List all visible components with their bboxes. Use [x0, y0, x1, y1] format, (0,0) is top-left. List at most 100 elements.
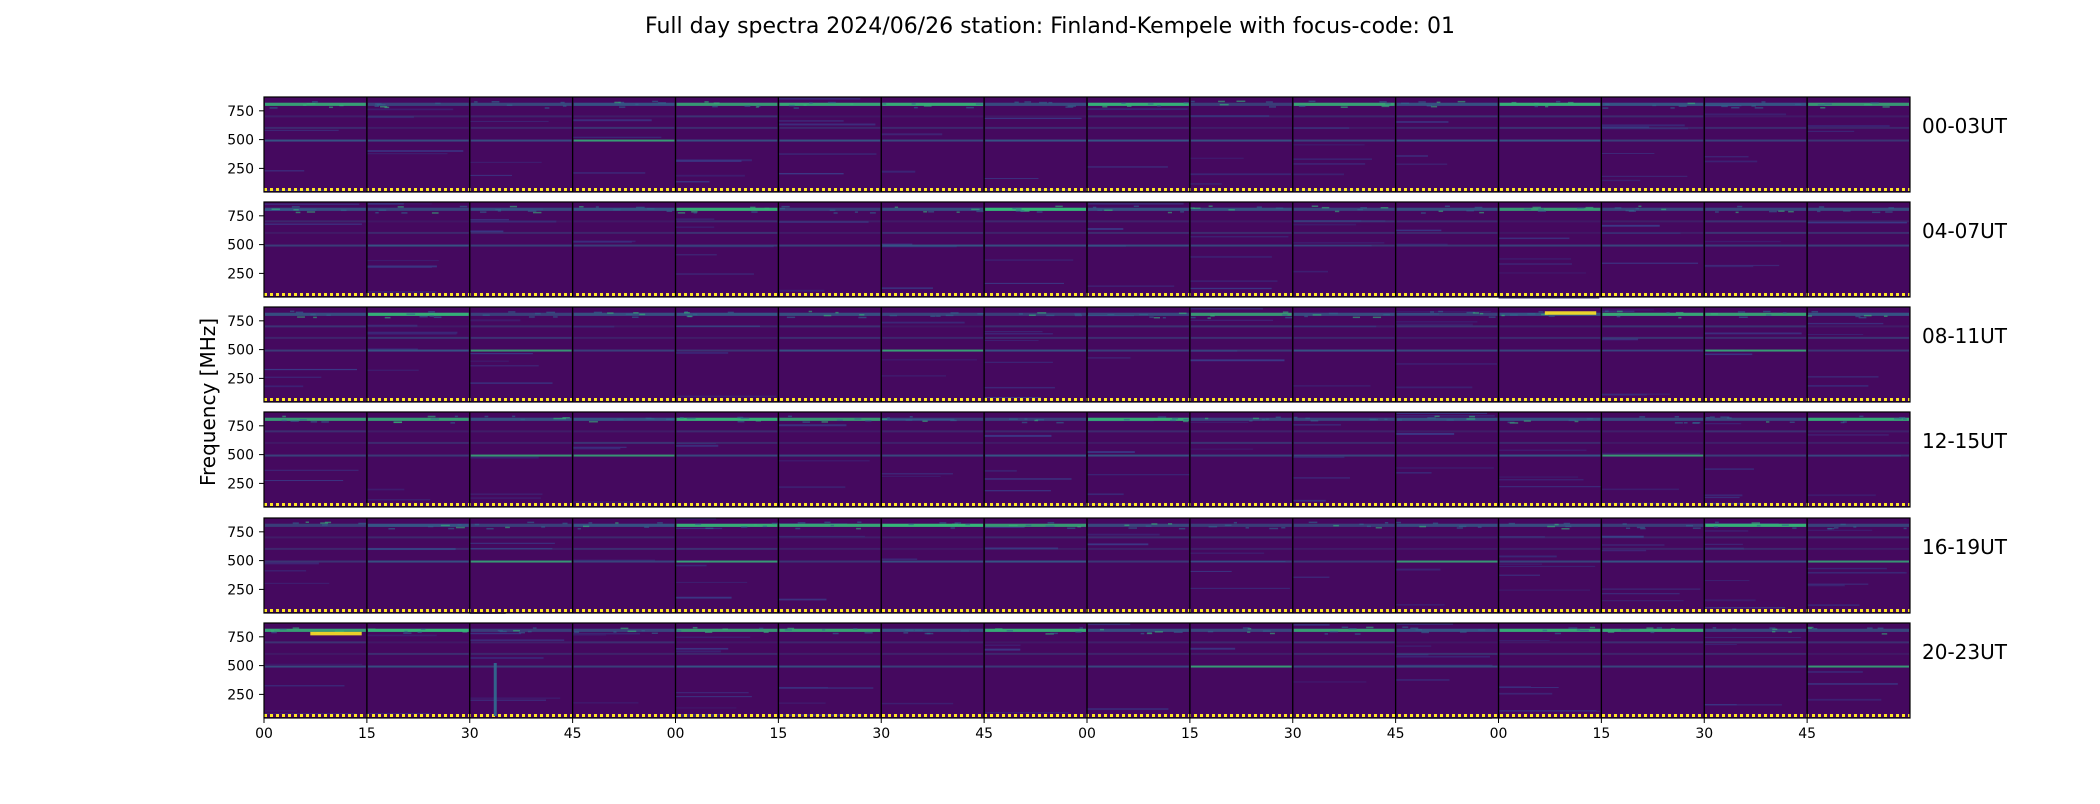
y-tick-label: 750: [227, 104, 254, 120]
noise-streak: [1087, 451, 1135, 453]
speckle: [1670, 628, 1675, 630]
freq-band: [1088, 547, 1189, 550]
freq-band: [573, 665, 675, 668]
speckle: [960, 630, 969, 632]
noise-streak: [264, 203, 360, 206]
speckle: [657, 102, 666, 104]
speckle: [1028, 314, 1036, 317]
freq-band: [779, 560, 881, 563]
noise-streak: [1292, 127, 1350, 129]
speckle: [546, 311, 556, 314]
speckle: [1751, 522, 1761, 524]
noise-streak: [984, 397, 1041, 398]
freq-band: [1293, 652, 1395, 655]
freq-band: [985, 665, 1086, 668]
speckle: [950, 419, 957, 422]
freq-band: [1602, 102, 1704, 106]
noise-streak: [675, 518, 717, 520]
noise-streak: [366, 369, 419, 371]
speckle: [954, 522, 962, 524]
noise-streak: [469, 493, 543, 495]
speckle: [1018, 313, 1023, 315]
speckle: [1715, 521, 1719, 524]
noise-streak: [469, 365, 539, 367]
freq-band: [676, 430, 778, 433]
freq-band: [985, 523, 1086, 527]
freq-band: [265, 349, 366, 352]
speckle: [692, 626, 698, 629]
speckle: [1670, 107, 1675, 109]
noise-streak: [572, 702, 639, 704]
noise-streak: [1704, 607, 1786, 609]
speckle: [1650, 631, 1655, 634]
noise-streak: [1704, 240, 1781, 243]
freq-band: [1499, 220, 1601, 223]
speckle: [1577, 207, 1585, 210]
speckle: [321, 524, 328, 526]
speckle: [1501, 314, 1505, 317]
freq-band: [1190, 126, 1292, 129]
speckle: [1012, 207, 1016, 210]
freq-band: [882, 102, 984, 106]
spectra-row-04-07ut: 750 500 250 04-07UT: [227, 201, 2008, 299]
freq-band: [1293, 139, 1395, 142]
noise-streak: [1704, 468, 1754, 470]
freq-band: [882, 336, 984, 339]
noise-streak: [1087, 228, 1124, 230]
speckle: [1713, 526, 1719, 528]
freq-band: [1499, 325, 1601, 328]
freq-band: [779, 220, 881, 223]
noise-streak: [1498, 237, 1570, 240]
freq-band: [265, 536, 366, 539]
speckle: [908, 523, 914, 526]
spectra-row-12-15ut: 750 500 250 12-15UT: [227, 411, 2008, 508]
speckle: [1381, 105, 1390, 108]
freq-band: [882, 312, 984, 316]
noise-streak: [469, 360, 509, 362]
speckle: [1666, 311, 1670, 314]
speckle: [1720, 416, 1730, 418]
speckle: [1545, 105, 1549, 108]
speckle: [686, 417, 696, 420]
noise-streak: [1395, 467, 1494, 469]
noise-streak: [1601, 338, 1639, 341]
speckle: [1811, 310, 1819, 313]
freq-band: [1808, 207, 1909, 211]
freq-band: [265, 454, 366, 457]
speckle: [1765, 314, 1772, 316]
noise-streak: [1189, 570, 1232, 572]
noise-streak: [469, 548, 553, 550]
noise-streak: [1704, 265, 1754, 268]
speckle: [1523, 420, 1531, 422]
freq-band: [470, 641, 572, 644]
freq-band: [1088, 231, 1189, 234]
noise-streak: [1601, 593, 1680, 595]
freq-band: [470, 536, 572, 539]
y-tick-label: 250: [227, 266, 254, 282]
freq-band: [1705, 628, 1807, 632]
noise-streak: [572, 172, 646, 174]
freq-band: [573, 441, 675, 444]
freq-band: [1190, 441, 1292, 444]
speckle: [1312, 314, 1322, 316]
speckle: [614, 101, 621, 104]
burst-event: [493, 663, 497, 716]
freq-band: [470, 523, 572, 527]
freq-band: [1190, 207, 1292, 211]
noise-streak: [778, 598, 827, 601]
speckle: [1602, 107, 1609, 109]
freq-band: [1088, 628, 1189, 632]
freq-band: [573, 126, 675, 129]
speckle: [1170, 419, 1176, 422]
speckle: [1772, 628, 1778, 631]
speckle: [1074, 314, 1082, 317]
freq-band: [985, 417, 1086, 421]
noise-streak: [1292, 189, 1358, 191]
noise-streak: [1601, 535, 1644, 538]
noise-streak: [778, 714, 862, 717]
speckle: [1207, 317, 1211, 319]
noise-streak: [1807, 698, 1882, 701]
noise-streak: [778, 173, 844, 175]
freq-band: [1499, 126, 1601, 129]
freq-band: [265, 115, 366, 118]
